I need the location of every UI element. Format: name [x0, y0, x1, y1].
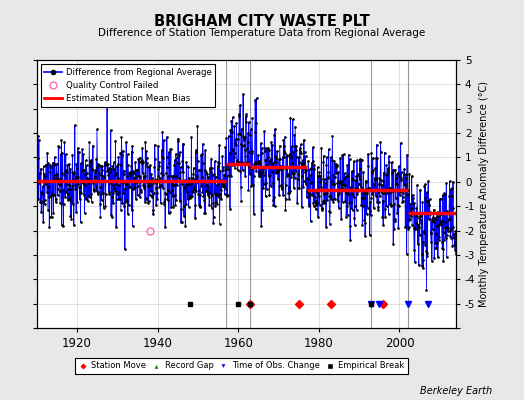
Text: Difference of Station Temperature Data from Regional Average: Difference of Station Temperature Data f… [99, 28, 425, 38]
Legend: Difference from Regional Average, Quality Control Failed, Estimated Station Mean: Difference from Regional Average, Qualit… [41, 64, 215, 107]
Legend: Station Move, Record Gap, Time of Obs. Change, Empirical Break: Station Move, Record Gap, Time of Obs. C… [74, 358, 408, 374]
Text: BRIGHAM CITY WASTE PLT: BRIGHAM CITY WASTE PLT [154, 14, 370, 29]
Text: Berkeley Earth: Berkeley Earth [420, 386, 493, 396]
Y-axis label: Monthly Temperature Anomaly Difference (°C): Monthly Temperature Anomaly Difference (… [479, 81, 489, 307]
